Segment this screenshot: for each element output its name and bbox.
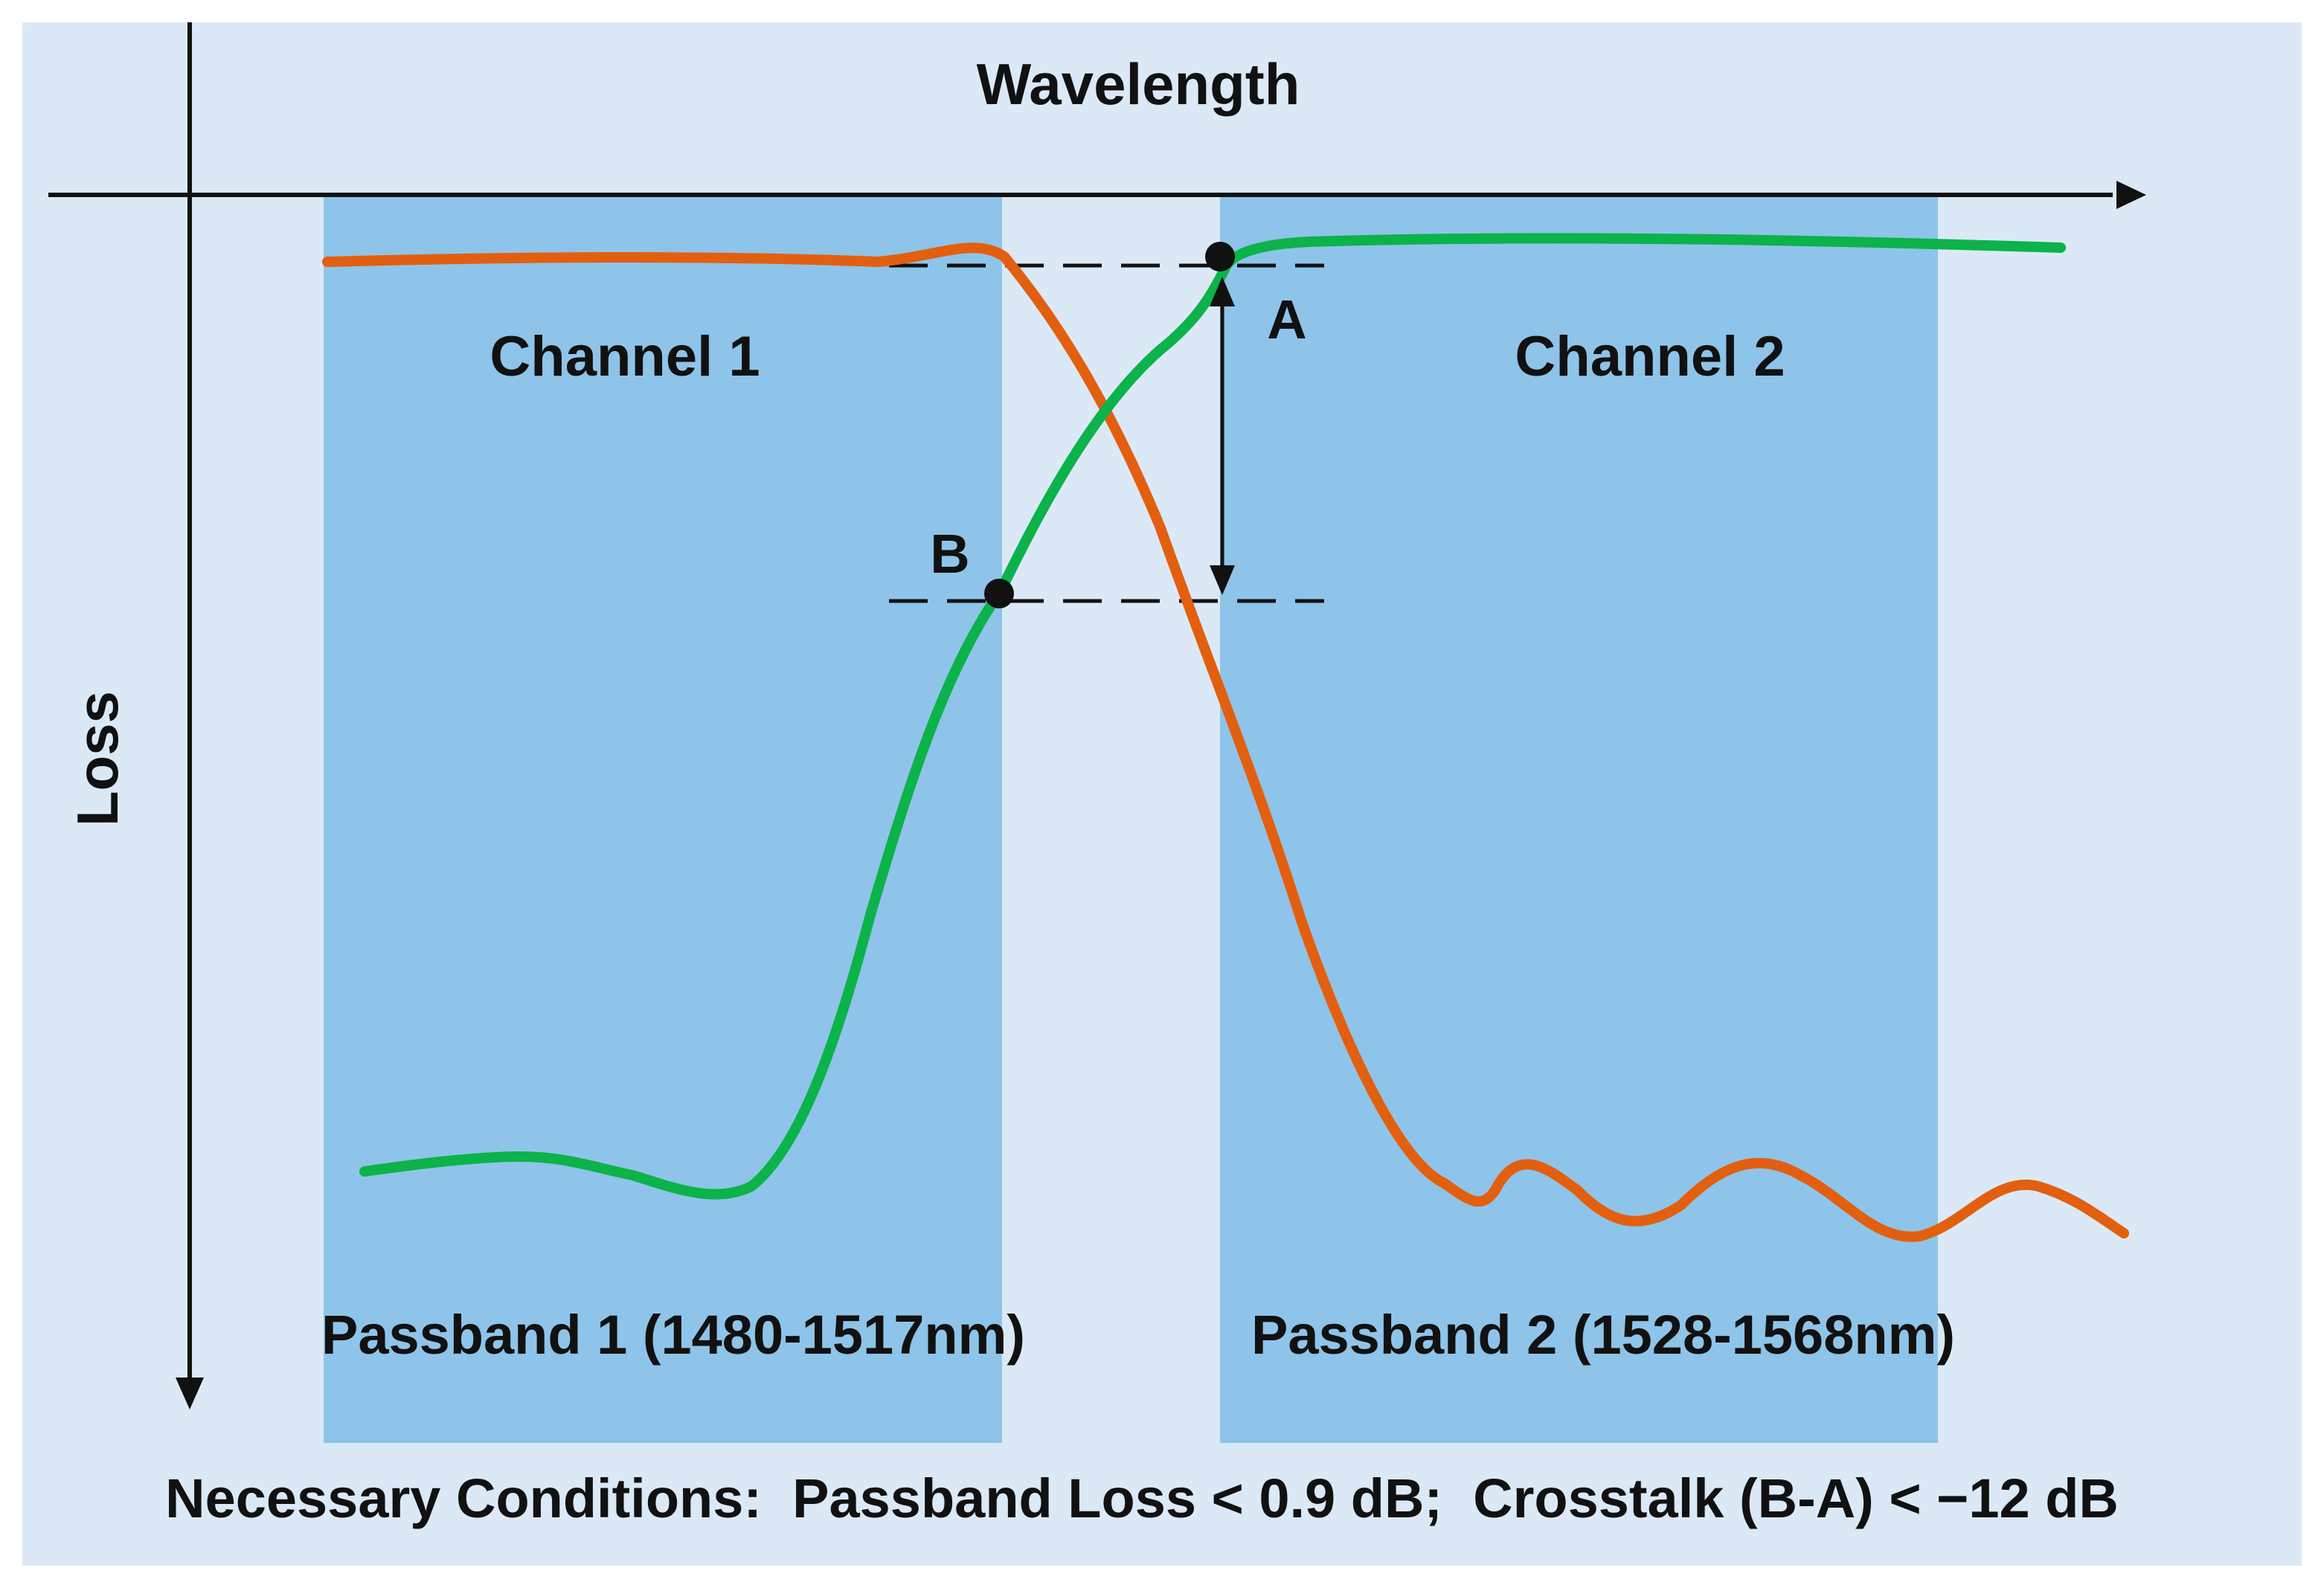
passband-1-region	[324, 197, 1002, 1443]
crosstalk-arrowhead-down	[1210, 565, 1235, 595]
point-b-label: B	[930, 523, 969, 585]
passband-2-label: Passband 2 (1528-1568nm)	[1251, 1304, 1955, 1366]
crosstalk-arrowhead-up	[1210, 277, 1235, 306]
passband-2-region	[1220, 197, 1938, 1443]
point-b-marker	[984, 579, 1014, 608]
point-a-label: A	[1267, 289, 1306, 350]
passband-1-label: Passband 1 (1480-1517nm)	[321, 1304, 1025, 1366]
y-axis-label: Loss	[65, 691, 130, 826]
channel-1-curve	[322, 242, 2129, 1242]
x-axis-arrowhead	[2116, 181, 2146, 209]
channel-1-label: Channel 1	[489, 325, 760, 388]
channel-2-label: Channel 2	[1515, 325, 1785, 388]
x-axis-label: Wavelength	[977, 51, 1300, 117]
y-axis-arrowhead	[176, 1378, 204, 1409]
necessary-conditions-text: Necessary Conditions: Passband Loss < 0.…	[165, 1468, 2119, 1529]
channel-2-curve	[359, 233, 2066, 1200]
point-a-marker	[1205, 242, 1235, 271]
